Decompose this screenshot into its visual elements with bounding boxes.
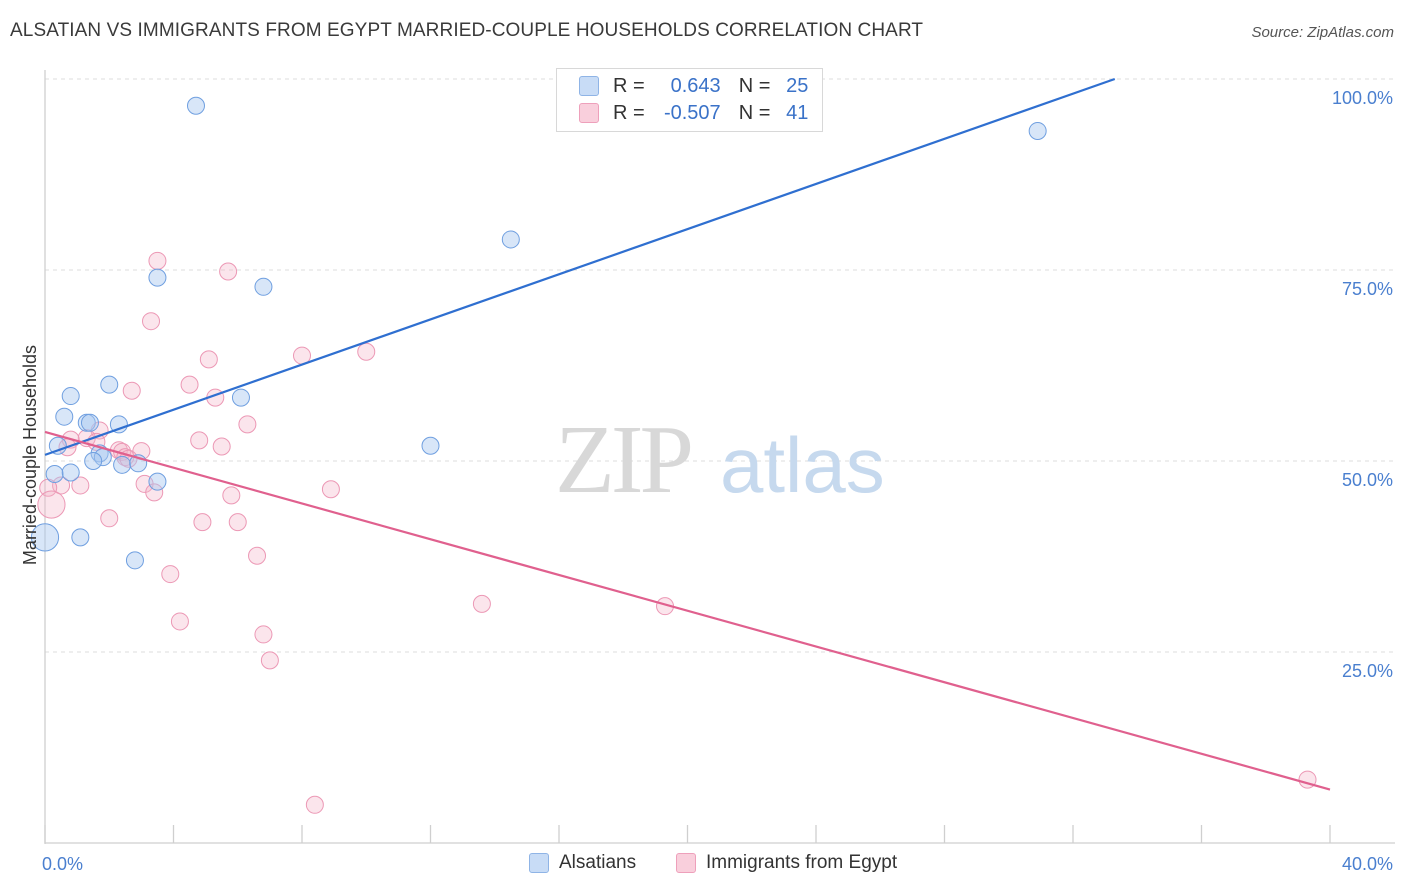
alsatian-point <box>61 387 80 406</box>
y-tick-label: 75.0% <box>1342 279 1393 299</box>
egypt-point <box>219 262 238 281</box>
y-tick-label: 50.0% <box>1342 470 1393 490</box>
legend-swatch-blue <box>529 853 549 873</box>
x-tick-label: 0.0% <box>42 854 83 874</box>
legend-n-value: 25 <box>786 74 809 97</box>
alsatian-trend-line <box>44 77 1116 456</box>
alsatian-point <box>71 528 90 547</box>
legend-label-egypt: Immigrants from Egypt <box>706 852 898 873</box>
egypt-trend-line <box>44 430 1331 791</box>
alsatian-point <box>186 96 205 115</box>
legend-item-alsatians: Alsatians <box>529 852 636 874</box>
x-tick-label: 40.0% <box>1342 854 1393 874</box>
y-tick-labels: 25.0% 50.0% 75.0% 100.0% <box>1332 88 1393 681</box>
legend-r-value: 0.643 <box>670 74 721 97</box>
egypt-point <box>193 513 212 532</box>
legend-n-value: 41 <box>786 101 809 124</box>
alsatian-point <box>148 472 167 491</box>
legend-label-alsatians: Alsatians <box>559 852 637 873</box>
egypt-point <box>122 381 141 400</box>
alsatian-point <box>148 268 167 287</box>
alsatian-point <box>113 455 132 474</box>
egypt-point <box>161 565 180 584</box>
alsatian-point <box>45 464 64 483</box>
alsatian-point <box>125 551 144 570</box>
legend-row-alsatians: R = 0.643 N = 25 <box>579 74 808 98</box>
legend-n-label: N = <box>738 74 771 97</box>
egypt-point <box>212 437 231 456</box>
watermark-zip: ZIP <box>555 406 690 514</box>
legend-box: R = 0.643 N = 25 R = -0.507 N = 41 <box>556 68 823 132</box>
egypt-point <box>357 342 376 361</box>
legend-swatch-pink <box>676 853 696 873</box>
data-points <box>30 96 1317 814</box>
egypt-point <box>254 625 273 644</box>
legend-n-label: N = <box>738 101 771 124</box>
legend-row-egypt: R = -0.507 N = 41 <box>579 101 808 125</box>
egypt-point <box>148 251 167 270</box>
legend-item-egypt: Immigrants from Egypt <box>676 852 897 874</box>
egypt-point <box>472 594 491 613</box>
alsatian-point <box>100 375 119 394</box>
watermark-atlas: atlas <box>720 421 885 509</box>
legend-r-value: -0.507 <box>663 101 721 124</box>
egypt-point <box>145 483 164 502</box>
egypt-point <box>199 350 218 369</box>
legend-swatch-blue <box>579 76 599 96</box>
alsatian-point <box>55 407 74 426</box>
x-tick-labels: 0.0% 40.0% <box>42 854 1393 874</box>
egypt-point <box>180 375 199 394</box>
legend-swatch-pink <box>579 103 599 123</box>
alsatian-point <box>30 523 60 552</box>
y-axis-label: Married-couple Households <box>20 345 40 565</box>
axes <box>44 70 1395 844</box>
chart-title: ALSATIAN VS IMMIGRANTS FROM EGYPT MARRIE… <box>10 20 924 41</box>
alsatian-point <box>80 413 99 432</box>
y-tick-label: 25.0% <box>1342 661 1393 681</box>
legend-r-label: R = <box>613 101 645 124</box>
grid-lines <box>45 78 1395 653</box>
egypt-point <box>248 546 267 565</box>
egypt-point <box>305 795 324 814</box>
alsatian-point <box>254 277 273 296</box>
egypt-point <box>190 431 209 450</box>
y-tick-label: 100.0% <box>1332 88 1393 108</box>
egypt-point <box>170 612 189 631</box>
egypt-point <box>321 480 340 499</box>
egypt-point <box>228 513 247 532</box>
egypt-point <box>260 651 279 670</box>
chart-source: Source: ZipAtlas.com <box>1251 24 1394 41</box>
alsatian-point <box>231 388 250 407</box>
alsatian-point <box>421 436 440 455</box>
alsatian-point <box>61 463 80 482</box>
egypt-point <box>238 415 257 434</box>
watermark: ZIP atlas <box>555 406 885 514</box>
alsatian-point <box>84 452 103 470</box>
trend-lines <box>44 77 1331 791</box>
alsatian-point <box>1028 121 1047 140</box>
egypt-point <box>222 486 241 505</box>
alsatian-point <box>501 230 520 249</box>
egypt-point <box>142 312 161 331</box>
egypt-point <box>37 490 66 519</box>
egypt-point <box>71 476 90 495</box>
egypt-point <box>100 509 119 528</box>
legend-r-label: R = <box>613 74 645 97</box>
